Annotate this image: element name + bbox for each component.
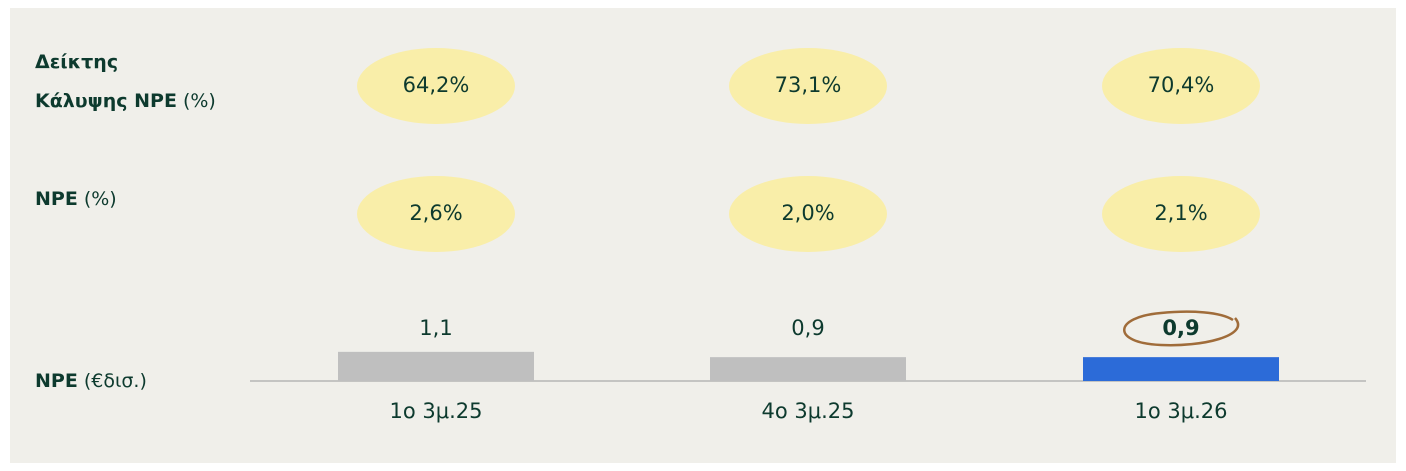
row-label-line: Κάλυψης NPE [35, 90, 177, 112]
row-label-line: Δείκτης [35, 51, 118, 73]
metric-bubble [1102, 176, 1260, 252]
metric-value: 2,1% [1154, 201, 1207, 225]
metric-value: 2,6% [409, 201, 462, 225]
metric-value: 2,0% [781, 201, 834, 225]
metric-bubble [1102, 48, 1260, 124]
row-label: Δείκτης Κάλυψης NPE (%) [35, 51, 216, 112]
bar [338, 351, 534, 381]
x-tick-label: 1ο 3μ.25 [389, 399, 482, 423]
row-label: NPE (%) [35, 188, 117, 210]
row-label-unit: (€δισ.) [84, 370, 147, 392]
value-label: 1,1 [419, 316, 452, 340]
bar [1083, 357, 1279, 381]
metric-value: 64,2% [403, 73, 470, 97]
row-label-unit: (%) [183, 90, 216, 112]
metric-bubble [729, 176, 887, 252]
metric-bubble [357, 48, 515, 124]
x-tick-label: 1ο 3μ.26 [1134, 399, 1227, 423]
metric-value: 70,4% [1148, 73, 1215, 97]
row-label-unit: (%) [84, 188, 117, 210]
row-label: NPE (€δισ.) [35, 370, 147, 392]
value-label: 0,9 [1162, 316, 1199, 340]
metric-value: 73,1% [775, 73, 842, 97]
x-tick-label: 4ο 3μ.25 [761, 399, 854, 423]
value-label: 0,9 [791, 316, 824, 340]
metric-bubble [729, 48, 887, 124]
metric-bubble [357, 176, 515, 252]
row-label-name: NPE [35, 370, 78, 392]
row-label-line: NPE [35, 188, 78, 210]
highlight-circle [1123, 310, 1240, 347]
bar [710, 357, 906, 381]
